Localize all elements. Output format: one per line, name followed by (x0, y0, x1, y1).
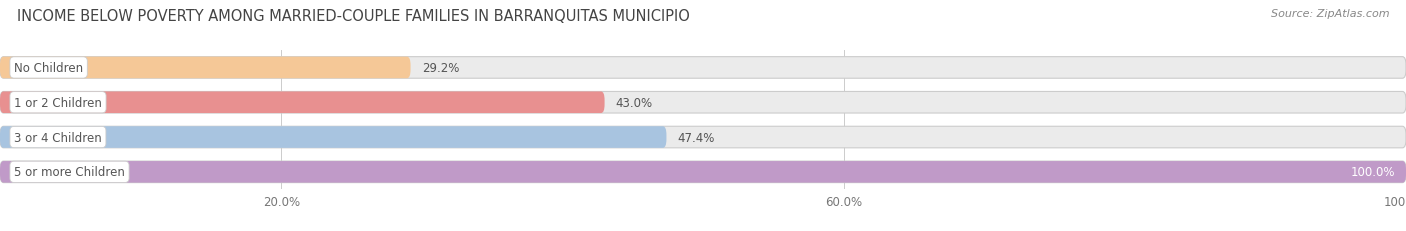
FancyBboxPatch shape (0, 58, 1406, 79)
FancyBboxPatch shape (0, 161, 1406, 183)
Text: INCOME BELOW POVERTY AMONG MARRIED-COUPLE FAMILIES IN BARRANQUITAS MUNICIPIO: INCOME BELOW POVERTY AMONG MARRIED-COUPL… (17, 9, 690, 24)
Text: 3 or 4 Children: 3 or 4 Children (14, 131, 101, 144)
FancyBboxPatch shape (0, 161, 1406, 183)
FancyBboxPatch shape (0, 58, 411, 79)
Text: 1 or 2 Children: 1 or 2 Children (14, 96, 103, 109)
Text: 100.0%: 100.0% (1350, 166, 1395, 179)
FancyBboxPatch shape (0, 127, 666, 148)
Text: 5 or more Children: 5 or more Children (14, 166, 125, 179)
FancyBboxPatch shape (0, 92, 1406, 113)
FancyBboxPatch shape (0, 92, 605, 113)
Text: 43.0%: 43.0% (616, 96, 652, 109)
Text: 47.4%: 47.4% (678, 131, 716, 144)
Text: No Children: No Children (14, 62, 83, 75)
FancyBboxPatch shape (0, 127, 1406, 148)
Text: Source: ZipAtlas.com: Source: ZipAtlas.com (1271, 9, 1389, 19)
Text: 29.2%: 29.2% (422, 62, 460, 75)
